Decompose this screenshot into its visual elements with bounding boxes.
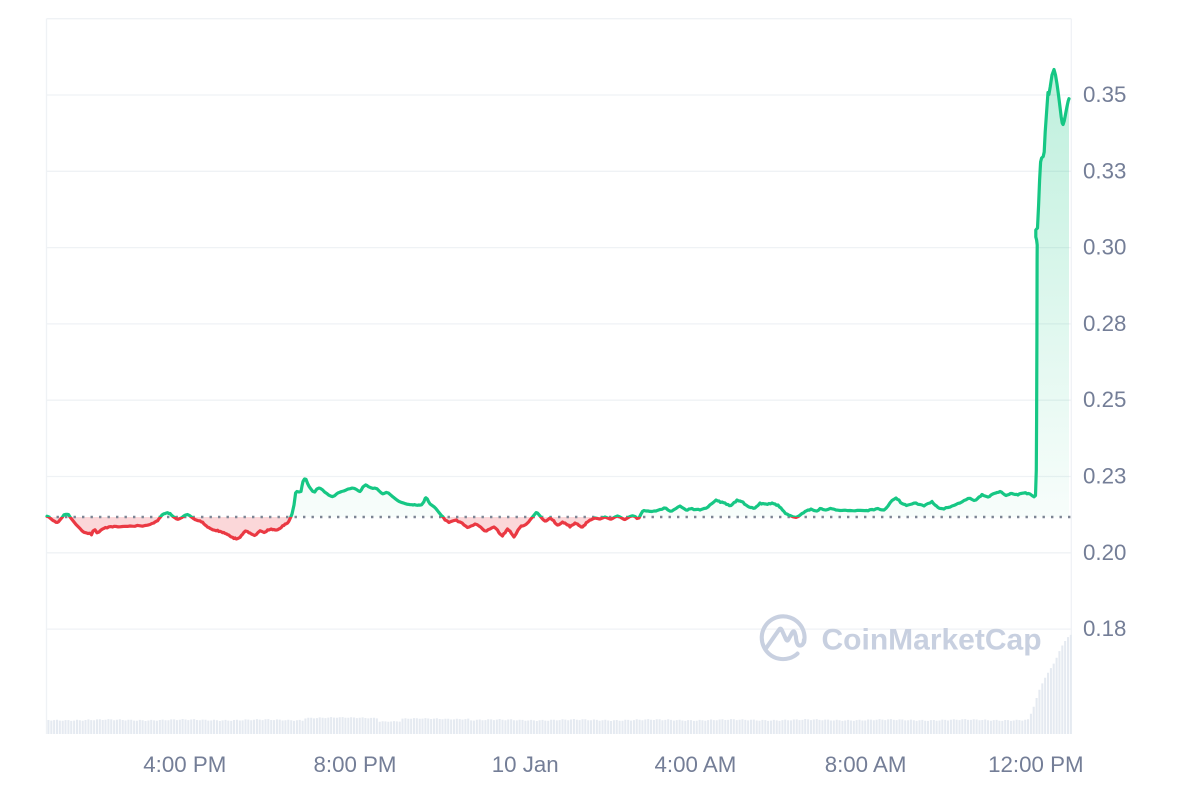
svg-text:10 Jan: 10 Jan <box>492 752 559 777</box>
svg-text:0.35: 0.35 <box>1083 82 1126 107</box>
svg-text:0.23: 0.23 <box>1083 464 1126 489</box>
svg-text:8:00 PM: 8:00 PM <box>313 752 396 777</box>
svg-text:0.18: 0.18 <box>1083 616 1126 641</box>
svg-text:12:00 PM: 12:00 PM <box>988 752 1083 777</box>
svg-text:0.30: 0.30 <box>1083 235 1126 260</box>
svg-text:0.25: 0.25 <box>1083 387 1126 412</box>
svg-text:4:00 PM: 4:00 PM <box>143 752 226 777</box>
svg-text:0.20: 0.20 <box>1083 540 1126 565</box>
svg-text:0.28: 0.28 <box>1083 311 1126 336</box>
svg-text:CoinMarketCap: CoinMarketCap <box>822 624 1042 657</box>
svg-text:4:00 AM: 4:00 AM <box>654 752 736 777</box>
svg-text:0.33: 0.33 <box>1083 158 1126 183</box>
svg-text:8:00 AM: 8:00 AM <box>825 752 907 777</box>
